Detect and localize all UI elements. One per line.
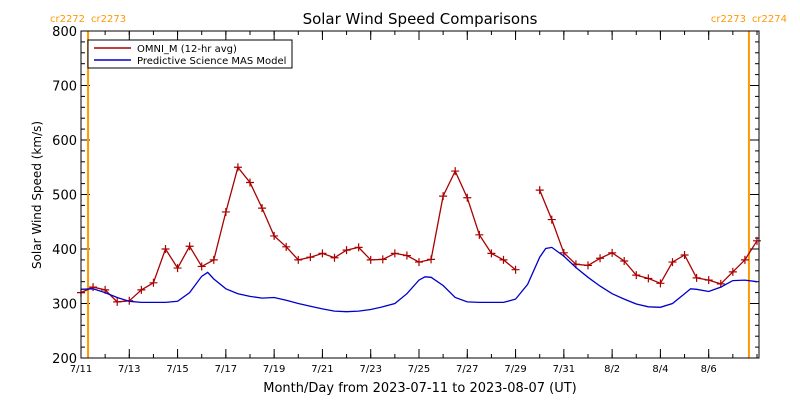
data-point [439,192,448,201]
data-point [547,215,556,224]
plot-frame [80,30,760,359]
data-point [318,249,327,258]
data-point [294,255,303,264]
x-tick-label: 7/31 [553,364,575,375]
data-point [680,250,689,259]
data-point [354,243,363,252]
axes-group: 200 300 400 500 600 700 800 7/11 7/13 7/15 7/17 7/1… [52,25,759,375]
data-point [245,178,254,187]
data-point [656,279,665,288]
x-tick-label: 7/25 [408,364,430,375]
x-tick-label: 7/19 [263,364,285,375]
data-point [583,261,592,270]
data-point [427,255,436,264]
carrington-label-left: cr2272 [50,14,85,25]
x-tick-label: 8/6 [701,364,717,375]
x-tick-label: 7/21 [311,364,333,375]
data-point [149,278,158,287]
carrington-label-left: cr2273 [711,14,746,25]
y-tick-label: 400 [52,243,77,258]
data-point [113,297,122,306]
data-point [704,276,713,285]
y-tick-label: 800 [52,25,77,40]
data-point [475,230,484,239]
y-tick-label: 700 [52,80,77,95]
legend-label: OMNI_M (12-hr avg) [137,44,237,55]
x-tick-label: 7/27 [456,364,478,375]
x-tick-label: 8/4 [652,364,668,375]
legend-box [87,39,293,69]
series-group [77,163,761,313]
y-tick-label: 500 [52,189,77,204]
chart-title: Solar Wind Speed Comparisons [303,10,538,28]
x-tick-label: 7/15 [166,364,188,375]
y-tick-label: 600 [52,134,77,149]
data-point [89,283,98,292]
data-point [728,267,737,276]
data-point [692,273,701,282]
data-point [342,246,351,255]
data-point [282,242,291,251]
data-point [330,253,339,262]
data-point [668,258,677,267]
data-point [499,255,508,264]
data-point [608,248,617,257]
carrington-markers: cr2272 cr2273 cr2273 cr2274 [50,14,787,358]
carrington-label-right: cr2274 [752,14,787,25]
carrington-label-right: cr2273 [91,14,126,25]
data-point [620,256,629,265]
y-axis-label: Solar Wind Speed (km/s) [30,121,44,269]
data-point [632,271,641,280]
data-point [209,255,218,264]
x-tick-label: 7/17 [215,364,237,375]
y-tick-label: 300 [52,298,77,313]
data-point [221,207,230,216]
data-point [402,251,411,260]
data-point [451,167,460,176]
data-point [258,204,267,213]
data-point [752,236,761,245]
data-point [173,264,182,273]
data-point [596,254,605,263]
data-point [390,249,399,258]
data-point [366,255,375,264]
legend-label: Predictive Science MAS Model [137,56,286,67]
data-point [185,242,194,251]
y-tick-label: 200 [52,352,77,367]
series-line-mas-model [80,246,758,313]
data-point [644,274,653,283]
data-point [137,285,146,294]
data-point [535,186,544,195]
x-tick-label: 7/11 [70,364,92,375]
x-tick-label: 8/2 [604,364,620,375]
data-point [511,265,520,274]
legend: OMNI_M (12-hr avg)Predictive Science MAS… [87,39,293,69]
data-point [233,163,242,172]
x-axis-label: Month/Day from 2023-07-11 to 2023-08-07 … [263,381,576,396]
data-point [306,253,315,262]
data-point [270,231,279,240]
x-tick-label: 7/23 [359,364,381,375]
x-tick-label: 7/29 [504,364,526,375]
data-point [161,245,170,253]
data-point [740,255,749,264]
data-point [487,249,496,258]
data-point [197,262,206,271]
x-tick-label: 7/13 [118,364,140,375]
data-point [414,258,423,267]
data-point [378,255,387,264]
data-point [463,193,472,202]
